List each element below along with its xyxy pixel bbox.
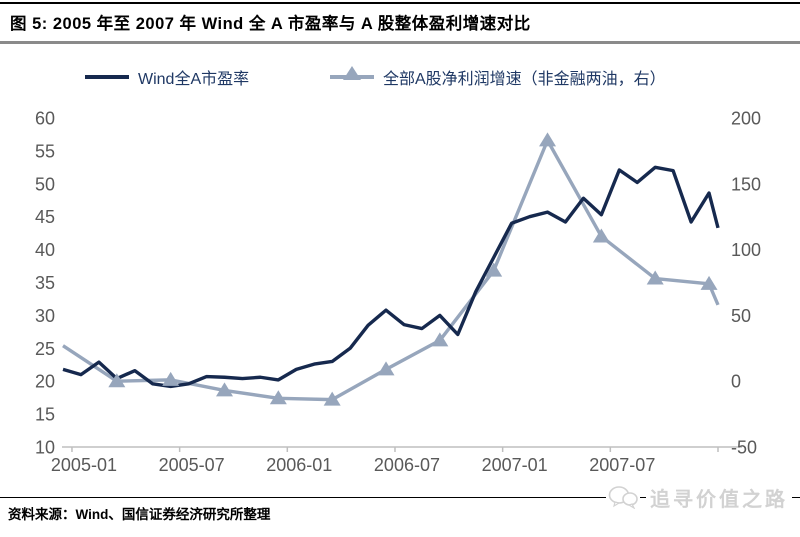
y-right-tick-label: -50 (731, 438, 757, 458)
title-rule (0, 41, 800, 44)
x-tick-label: 2006-01 (266, 455, 332, 475)
growth-marker-icon (108, 373, 126, 388)
source-note: 资料来源：Wind、国信证券经济研究所整理 (8, 507, 271, 522)
growth-marker-icon (377, 361, 395, 376)
growth-marker-icon (592, 228, 610, 243)
y-right-tick-label: 150 (731, 174, 761, 194)
pe-line (62, 165, 720, 389)
watermark-label: 追寻价值之路 (646, 482, 792, 512)
x-tick-label: 2007-01 (482, 455, 548, 475)
x-tick-label: 2006-07 (374, 455, 440, 475)
wechat-icon (606, 485, 640, 510)
x-tick-label: 2007-07 (589, 455, 655, 475)
growth-marker-icon (539, 132, 557, 147)
y-left-tick-label: 40 (35, 240, 55, 260)
legend-item-pe: Wind全A市盈率 (85, 66, 249, 88)
growth-marker-icon (162, 371, 180, 386)
y-right-tick-label: 0 (731, 372, 741, 392)
y-left-tick-label: 20 (35, 372, 55, 392)
legend-label-growth: 全部A股净利润增速（非金融两油，右） (383, 71, 666, 88)
y-left-tick-label: 55 (35, 141, 55, 161)
top-border (0, 2, 800, 4)
pe-line-swatch-icon (85, 75, 129, 79)
growth-marker-icon (431, 332, 449, 347)
growth-line-swatch-icon (330, 66, 374, 80)
y-left-tick-label: 30 (35, 306, 55, 326)
growth-marker-icon (485, 262, 503, 277)
growth-marker-icon (216, 382, 234, 397)
growth-marker-icon (269, 390, 287, 405)
y-right-tick-label: 200 (731, 109, 761, 129)
triangle-marker-icon (343, 66, 361, 80)
y-right-tick-label: 100 (731, 240, 761, 260)
growth-line (62, 138, 720, 402)
y-left-tick-label: 15 (35, 405, 55, 425)
y-left-tick-label: 25 (35, 339, 55, 359)
growth-marker-icon (646, 270, 664, 285)
figure-title: 图 5: 2005 年至 2007 年 Wind 全 A 市盈率与 A 股整体盈… (10, 15, 531, 33)
legend: Wind全A市盈率 全部A股净利润增速（非金融两油，右） (0, 66, 800, 88)
x-tick-label: 2005-01 (51, 455, 117, 475)
y-left-tick-label: 50 (35, 174, 55, 194)
x-tick-label: 2005-07 (159, 455, 225, 475)
growth-marker-icon (323, 391, 341, 406)
growth-marker-icon (700, 275, 718, 290)
footer-rule (0, 497, 800, 498)
legend-label-pe: Wind全A市盈率 (138, 71, 250, 88)
legend-item-growth: 全部A股净利润增速（非金融两油，右） (330, 66, 666, 88)
y-left-tick-label: 45 (35, 207, 55, 227)
watermark: 追寻价值之路 (606, 482, 792, 512)
y-left-tick-label: 10 (35, 438, 55, 458)
y-left-tick-label: 35 (35, 273, 55, 293)
y-right-tick-label: 50 (731, 306, 751, 326)
y-left-tick-label: 60 (35, 109, 55, 129)
